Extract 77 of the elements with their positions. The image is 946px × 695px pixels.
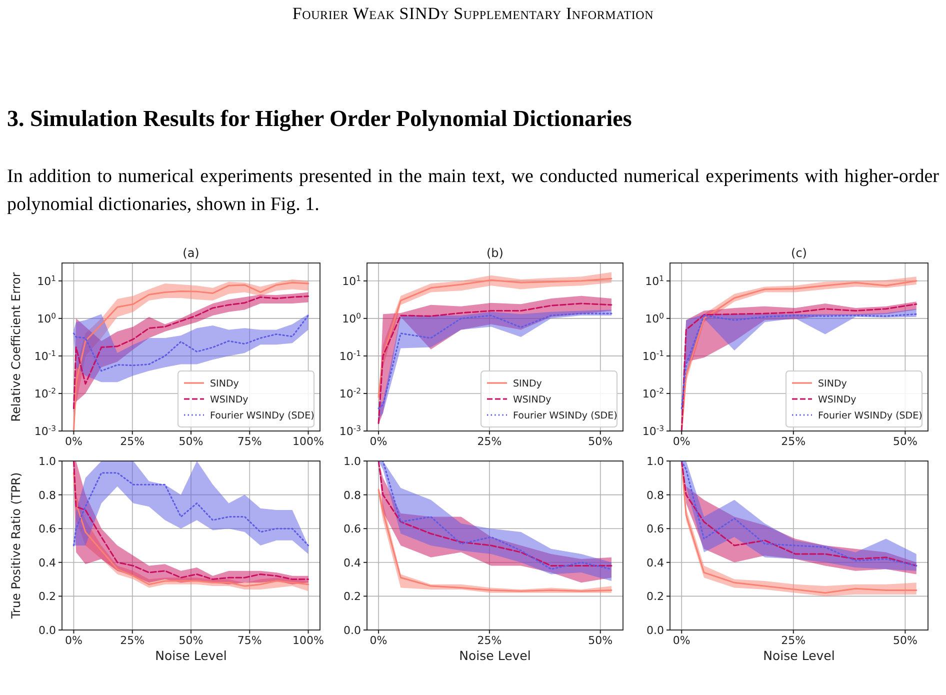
y-tick-label: 10$^{-2}$ xyxy=(34,386,56,400)
legend-label: WSINDy xyxy=(818,394,857,406)
x-tick-label: 50% xyxy=(588,634,613,647)
x-tick-label: 50% xyxy=(178,634,204,647)
x-tick-label: 0% xyxy=(672,435,690,448)
x-tick-label: 0% xyxy=(370,435,388,448)
x-tick-label: 25% xyxy=(477,435,502,448)
y-tick-label: 0.0 xyxy=(38,624,56,637)
y-axis-title: True Positive Ratio (TPR) xyxy=(9,472,23,620)
legend-label: Fourier WSINDy (SDE) xyxy=(513,410,618,422)
y-tick-label: 0.6 xyxy=(646,522,664,536)
x-tick-label: 75% xyxy=(237,435,262,448)
x-tick-label: 0% xyxy=(672,634,690,647)
x-tick-label: 75% xyxy=(237,634,262,647)
y-tick-label: 0.4 xyxy=(38,556,56,570)
text: In addition to numerical experiments presented in the main text, we conducted numerical experiments with higher-order polynomial dictionaries, shown in Fig. 1. xyxy=(7,165,939,217)
legend-label: WSINDy xyxy=(513,394,552,406)
y-tick-label: 0.4 xyxy=(344,556,361,570)
text: Fourier Weak SINDy Supplementary Information xyxy=(291,4,655,24)
y-tick-label: 1.0 xyxy=(38,455,56,468)
y-tick-label: 0.8 xyxy=(38,488,56,502)
y-tick-label: 10$^{0}$ xyxy=(37,310,56,326)
y-tick-label: 0.0 xyxy=(646,624,664,637)
y-tick-label: 10$^{-3}$ xyxy=(34,424,56,438)
y-tick-label: 10$^{0}$ xyxy=(342,310,362,326)
legend-label: SINDy xyxy=(513,378,542,390)
x-tick-label: 25% xyxy=(120,435,145,448)
y-tick-label: 10$^{-3}$ xyxy=(339,424,362,438)
x-tick-label: 50% xyxy=(892,435,918,448)
line-series xyxy=(72,472,310,546)
legend-label: Fourier WSINDy (SDE) xyxy=(210,410,314,422)
y-tick-label: 0.6 xyxy=(38,522,56,536)
y-tick-label: 0.4 xyxy=(646,556,664,570)
y-tick-label: 10$^{-2}$ xyxy=(642,386,664,400)
y-tick-label: 0.6 xyxy=(344,522,361,536)
x-tick-label: 100% xyxy=(292,634,324,647)
text: 3. Simulation Results for Higher Order Polynomial Dictionaries xyxy=(7,106,632,132)
x-tick-label: 50% xyxy=(892,634,918,647)
x-tick-label: 0% xyxy=(65,634,82,647)
y-tick-label: 10$^{-1}$ xyxy=(339,348,362,363)
chart-title: (c) xyxy=(791,246,807,260)
legend-label: SINDy xyxy=(818,378,848,390)
y-tick-label: 10$^{-2}$ xyxy=(339,386,362,400)
legend-label: Fourier WSINDy (SDE) xyxy=(818,410,922,422)
x-tick-label: 25% xyxy=(477,634,502,647)
x-tick-label: 100% xyxy=(292,435,324,448)
y-tick-label: 0.2 xyxy=(646,590,664,604)
y-tick-label: 10$^{1}$ xyxy=(645,273,664,288)
x-tick-label: 50% xyxy=(178,435,204,448)
y-tick-label: 0.8 xyxy=(344,488,361,502)
y-tick-label: 1.0 xyxy=(646,455,664,468)
x-axis-title: Noise Level xyxy=(763,648,835,663)
y-tick-label: 10$^{-3}$ xyxy=(642,424,664,438)
x-axis-title: Noise Level xyxy=(459,648,531,663)
y-axis-title: Relative Coefficient Error xyxy=(9,272,23,422)
y-tick-label: 10$^{-1}$ xyxy=(34,348,56,363)
x-axis-title: Noise Level xyxy=(155,648,227,663)
x-tick-label: 25% xyxy=(120,634,145,647)
legend-label: SINDy xyxy=(210,378,240,390)
line-series xyxy=(72,314,310,372)
legend-label: WSINDy xyxy=(210,394,249,406)
chart-title: (a) xyxy=(182,246,200,260)
y-tick-label: 1.0 xyxy=(344,455,361,468)
y-tick-label: 0.2 xyxy=(38,590,56,604)
x-tick-label: 25% xyxy=(781,634,806,647)
y-tick-label: 0.8 xyxy=(646,488,664,502)
y-tick-label: 10$^{1}$ xyxy=(37,273,56,288)
x-tick-label: 25% xyxy=(781,435,806,448)
y-tick-label: 10$^{1}$ xyxy=(342,273,362,288)
y-tick-label: 0.2 xyxy=(344,590,361,604)
chart-title: (b) xyxy=(486,246,504,260)
y-tick-label: 10$^{0}$ xyxy=(645,310,664,326)
x-tick-label: 0% xyxy=(65,435,82,448)
y-tick-label: 0.0 xyxy=(344,624,361,637)
x-tick-label: 50% xyxy=(588,435,613,448)
x-tick-label: 0% xyxy=(370,634,388,647)
y-tick-label: 10$^{-1}$ xyxy=(642,348,664,363)
